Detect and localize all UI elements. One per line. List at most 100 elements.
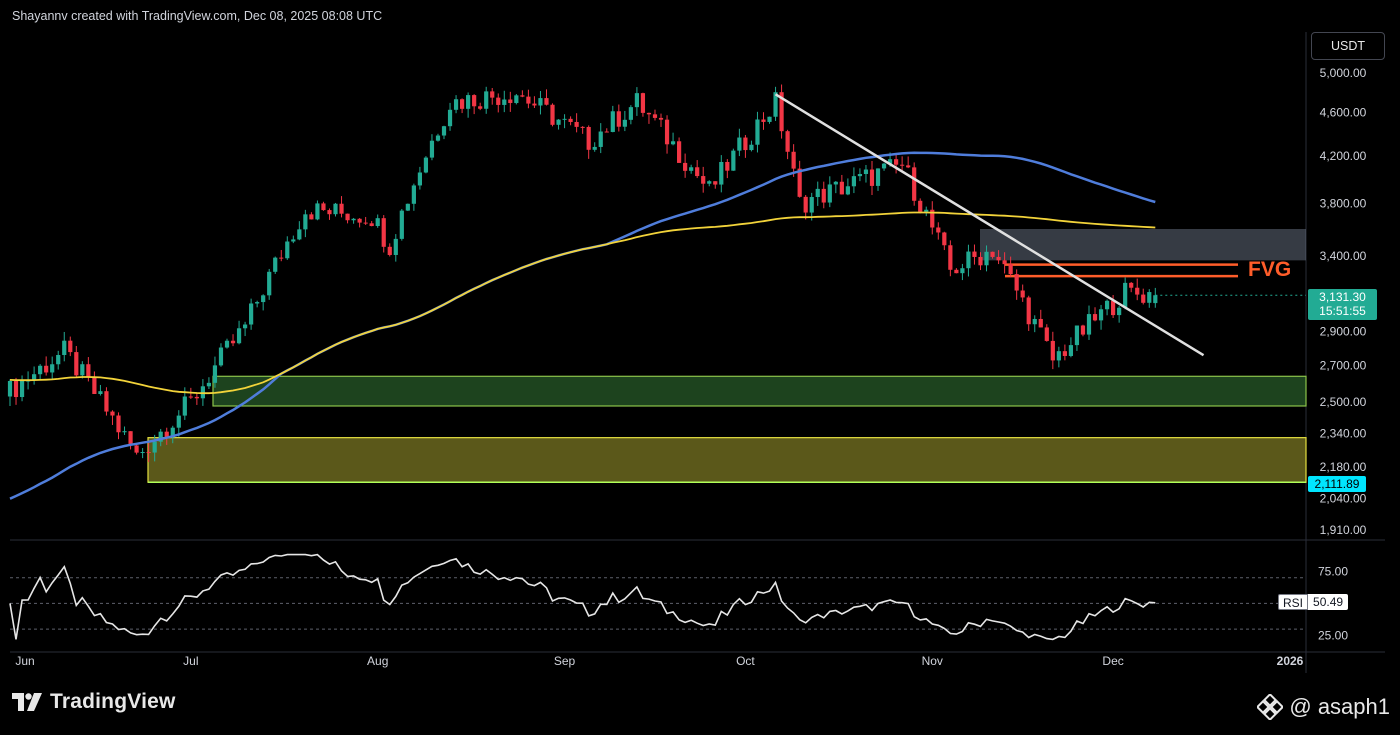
fvg-label: FVG — [1248, 258, 1292, 281]
candle-body — [1032, 318, 1037, 325]
candle-body — [658, 117, 664, 120]
candle-body — [622, 119, 627, 127]
candle-body — [212, 365, 218, 383]
candle-body — [707, 181, 712, 184]
candle-body — [255, 302, 260, 304]
candle-body — [990, 251, 995, 257]
candle-body — [44, 365, 49, 373]
candle-body — [719, 161, 724, 185]
candle-body — [321, 203, 326, 211]
candle-body — [459, 99, 465, 109]
candle-body — [122, 431, 127, 433]
currency-selector[interactable]: USDT — [1311, 32, 1385, 60]
candle-body — [411, 185, 416, 204]
candle-body — [74, 352, 79, 376]
candle-body — [809, 197, 814, 213]
zone-box — [212, 375, 1307, 407]
candle-body — [996, 256, 1001, 261]
candle-body — [19, 380, 25, 398]
candle-body — [767, 116, 772, 122]
candle-body — [845, 186, 850, 195]
time-tick-label: Aug — [367, 654, 388, 668]
candle-body — [447, 109, 453, 127]
rsi-value: 50.49 — [1308, 594, 1349, 610]
candle-body — [773, 92, 778, 117]
price-tick-label: 2,500.00 — [1320, 395, 1367, 409]
candle-body — [104, 391, 109, 412]
zone-box — [980, 229, 1306, 261]
tradingview-icon — [12, 693, 42, 711]
candle-body — [279, 257, 284, 259]
price-tick-label: 2,180.00 — [1320, 460, 1367, 474]
candle-body — [92, 376, 97, 394]
candle-body — [1074, 325, 1080, 346]
candle-body — [1141, 294, 1146, 303]
candle-body — [80, 364, 85, 376]
price-tick-label: 2,900.00 — [1320, 325, 1367, 339]
candle-body — [532, 103, 537, 106]
candle-body — [194, 396, 199, 399]
candle-body — [1050, 340, 1055, 361]
candle-body — [1135, 287, 1140, 295]
candle-body — [158, 431, 163, 442]
candle-body — [743, 137, 748, 151]
candle-body — [333, 203, 338, 215]
candle-body — [1002, 260, 1007, 265]
candle-body — [863, 169, 869, 175]
candle-body — [526, 96, 531, 104]
candle-body — [755, 119, 760, 145]
candle-body — [496, 97, 501, 105]
candle-body — [652, 114, 658, 118]
candle-body — [369, 223, 374, 227]
candle-body — [435, 135, 441, 141]
candle-body — [116, 415, 121, 433]
chart-frame[interactable] — [10, 32, 1390, 673]
candle-body — [345, 213, 350, 221]
author-handle: @ asaph1 — [1289, 694, 1390, 719]
candle-body — [900, 164, 905, 166]
candle-body — [1117, 307, 1122, 316]
candle-body — [170, 427, 175, 438]
candle-body — [761, 119, 766, 122]
candle-body — [1153, 295, 1158, 304]
candle-body — [230, 340, 236, 344]
candle-body — [140, 452, 145, 454]
candle-body — [490, 91, 495, 98]
candle-body — [429, 140, 435, 158]
candle-body — [1008, 264, 1013, 275]
candle-body — [538, 98, 543, 106]
candle-body — [351, 218, 356, 221]
candle-body — [315, 203, 320, 220]
candle-body — [206, 382, 212, 387]
candle-body — [7, 380, 13, 397]
candle-body — [38, 365, 43, 375]
tradingview-wordmark: TradingView — [50, 690, 176, 713]
candle-body — [894, 159, 899, 165]
candle-body — [737, 137, 742, 151]
candle-body — [701, 176, 706, 184]
candle-body — [695, 167, 700, 177]
candle-body — [556, 119, 561, 125]
candle-body — [1092, 314, 1098, 321]
candle-body — [339, 203, 344, 214]
candle-body — [363, 222, 368, 224]
tradingview-logo[interactable]: TradingView — [12, 690, 176, 714]
price-tick-label: 2,700.00 — [1320, 359, 1367, 373]
candle-body — [56, 355, 61, 365]
candle-body — [405, 203, 410, 211]
candle-body — [218, 347, 224, 366]
candle-body — [676, 141, 682, 163]
candle-body — [960, 268, 965, 274]
level-price-tag: 2,111.89 — [1308, 476, 1366, 492]
price-tick-label: 3,800.00 — [1320, 196, 1367, 210]
candle-body — [827, 184, 832, 203]
candle-body — [32, 374, 37, 381]
candle-body — [683, 162, 688, 171]
candle-body — [1068, 345, 1074, 356]
candle-body — [869, 169, 875, 186]
chart-attribution: Shayannv created with TradingView.com, D… — [12, 9, 383, 23]
candle-body — [634, 93, 640, 108]
candle-body — [821, 188, 826, 203]
candle-body — [423, 157, 429, 173]
